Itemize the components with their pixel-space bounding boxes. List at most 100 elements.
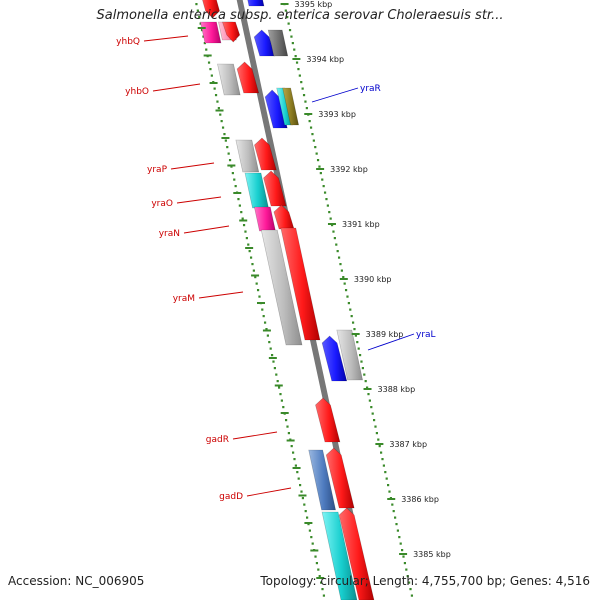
reverse-frame-dots xyxy=(314,146,317,149)
reverse-frame-dots xyxy=(305,107,308,110)
scale-tick xyxy=(399,553,408,555)
gene-label-yraR: yraR xyxy=(360,84,381,94)
reverse-frame-dots xyxy=(388,490,391,493)
reverse-frame-dots xyxy=(384,471,387,474)
forward-frame-dots xyxy=(276,380,279,383)
reverse-frame-dots xyxy=(326,204,329,207)
forward-frame-dots xyxy=(227,152,230,155)
forward-frame-dots xyxy=(300,490,303,493)
reverse-frame-dots xyxy=(379,451,383,454)
reverse-frame-dots xyxy=(342,276,345,279)
forward-frame-dots xyxy=(242,224,246,227)
reverse-frame-dots xyxy=(377,438,380,441)
reverse-frame-dots xyxy=(302,94,306,97)
leader-line xyxy=(152,83,201,92)
scale-tick xyxy=(304,113,313,115)
reverse-frame-dots xyxy=(395,523,398,526)
reverse-frame-dots xyxy=(286,16,289,19)
reverse-frame-dots xyxy=(309,126,313,129)
frame-tick xyxy=(304,522,313,524)
leader-line xyxy=(232,431,278,440)
leader-line xyxy=(176,196,222,204)
reverse-frame-dots xyxy=(353,328,356,331)
gene-block xyxy=(280,227,321,341)
reverse-frame-dots xyxy=(402,555,405,558)
forward-frame-dots xyxy=(223,133,226,136)
reverse-frame-dots xyxy=(392,510,395,513)
gene-label-gadD: gadD xyxy=(219,492,243,502)
frame-tick xyxy=(245,247,254,249)
gene-block xyxy=(254,137,277,171)
forward-frame-dots xyxy=(261,308,264,311)
reverse-frame-dots xyxy=(346,295,349,298)
reverse-frame-dots xyxy=(297,68,300,71)
scale-tick xyxy=(339,278,348,280)
gene-label-yraN: yraN xyxy=(159,229,180,239)
forward-frame-dots xyxy=(209,68,212,71)
gene-block xyxy=(217,63,241,96)
scale-tick-label: 3393 kbp xyxy=(318,110,356,119)
reverse-frame-dots xyxy=(358,354,362,357)
forward-frame-dots xyxy=(290,445,293,448)
leader-line xyxy=(183,225,230,234)
reverse-frame-dots xyxy=(323,191,327,194)
leader-line xyxy=(170,162,215,170)
reverse-frame-dots xyxy=(357,347,360,350)
forward-frame-dots xyxy=(252,269,255,272)
frame-tick xyxy=(239,219,248,222)
reverse-frame-dots xyxy=(315,152,318,155)
reverse-frame-dots xyxy=(405,568,408,571)
frame-tick xyxy=(215,109,224,112)
reverse-frame-dots xyxy=(290,35,293,38)
reverse-frame-dots xyxy=(375,432,378,435)
frame-tick xyxy=(298,494,307,497)
gene-block xyxy=(260,229,303,346)
reverse-frame-dots xyxy=(308,120,311,123)
forward-frame-dots xyxy=(284,419,288,422)
frame-tick xyxy=(221,137,230,139)
reverse-frame-dots xyxy=(410,594,414,597)
reverse-frame-dots xyxy=(330,224,334,227)
gene-block xyxy=(222,21,241,43)
forward-frame-dots xyxy=(258,295,261,298)
frame-tick xyxy=(286,439,295,442)
reverse-frame-dots xyxy=(298,74,301,77)
gene-block xyxy=(321,511,358,600)
forward-frame-dots xyxy=(213,87,216,90)
reverse-frame-dots xyxy=(318,165,321,168)
reverse-frame-dots xyxy=(364,380,367,383)
forward-frame-dots xyxy=(296,471,299,474)
forward-frame-dots xyxy=(320,581,323,584)
frame-tick xyxy=(262,329,271,332)
reverse-frame-dots xyxy=(340,269,343,272)
reverse-frame-dots xyxy=(293,48,296,51)
forward-frame-dots xyxy=(248,250,251,253)
gene-block xyxy=(235,139,260,173)
forward-frame-dots xyxy=(231,172,234,175)
forward-frame-dots xyxy=(277,386,281,389)
reverse-frame-dots xyxy=(361,367,364,370)
forward-frame-dots xyxy=(198,16,201,19)
reverse-frame-dots xyxy=(381,458,384,461)
reverse-frame-dots xyxy=(382,464,385,467)
scale-tick xyxy=(387,498,396,500)
forward-frame-dots xyxy=(226,146,229,149)
forward-frame-dots xyxy=(233,178,236,181)
frame-tick xyxy=(233,192,242,194)
reverse-frame-dots xyxy=(288,29,292,32)
reverse-frame-dots xyxy=(300,81,303,84)
gene-block xyxy=(264,89,288,129)
forward-frame-dots xyxy=(199,22,202,25)
gene-block xyxy=(308,449,336,511)
reverse-frame-dots xyxy=(360,360,363,363)
scale-tick-label: 3394 kbp xyxy=(306,55,344,64)
scale-tick xyxy=(351,333,360,335)
forward-frame-dots xyxy=(256,289,260,292)
gene-label-yraP: yraP xyxy=(147,165,168,175)
forward-frame-dots xyxy=(317,568,320,571)
forward-frame-dots xyxy=(249,256,253,259)
reverse-frame-dots xyxy=(350,315,353,318)
scale-tick-label: 3389 kbp xyxy=(366,330,404,339)
gene-block xyxy=(202,0,220,19)
forward-frame-dots xyxy=(308,529,312,532)
